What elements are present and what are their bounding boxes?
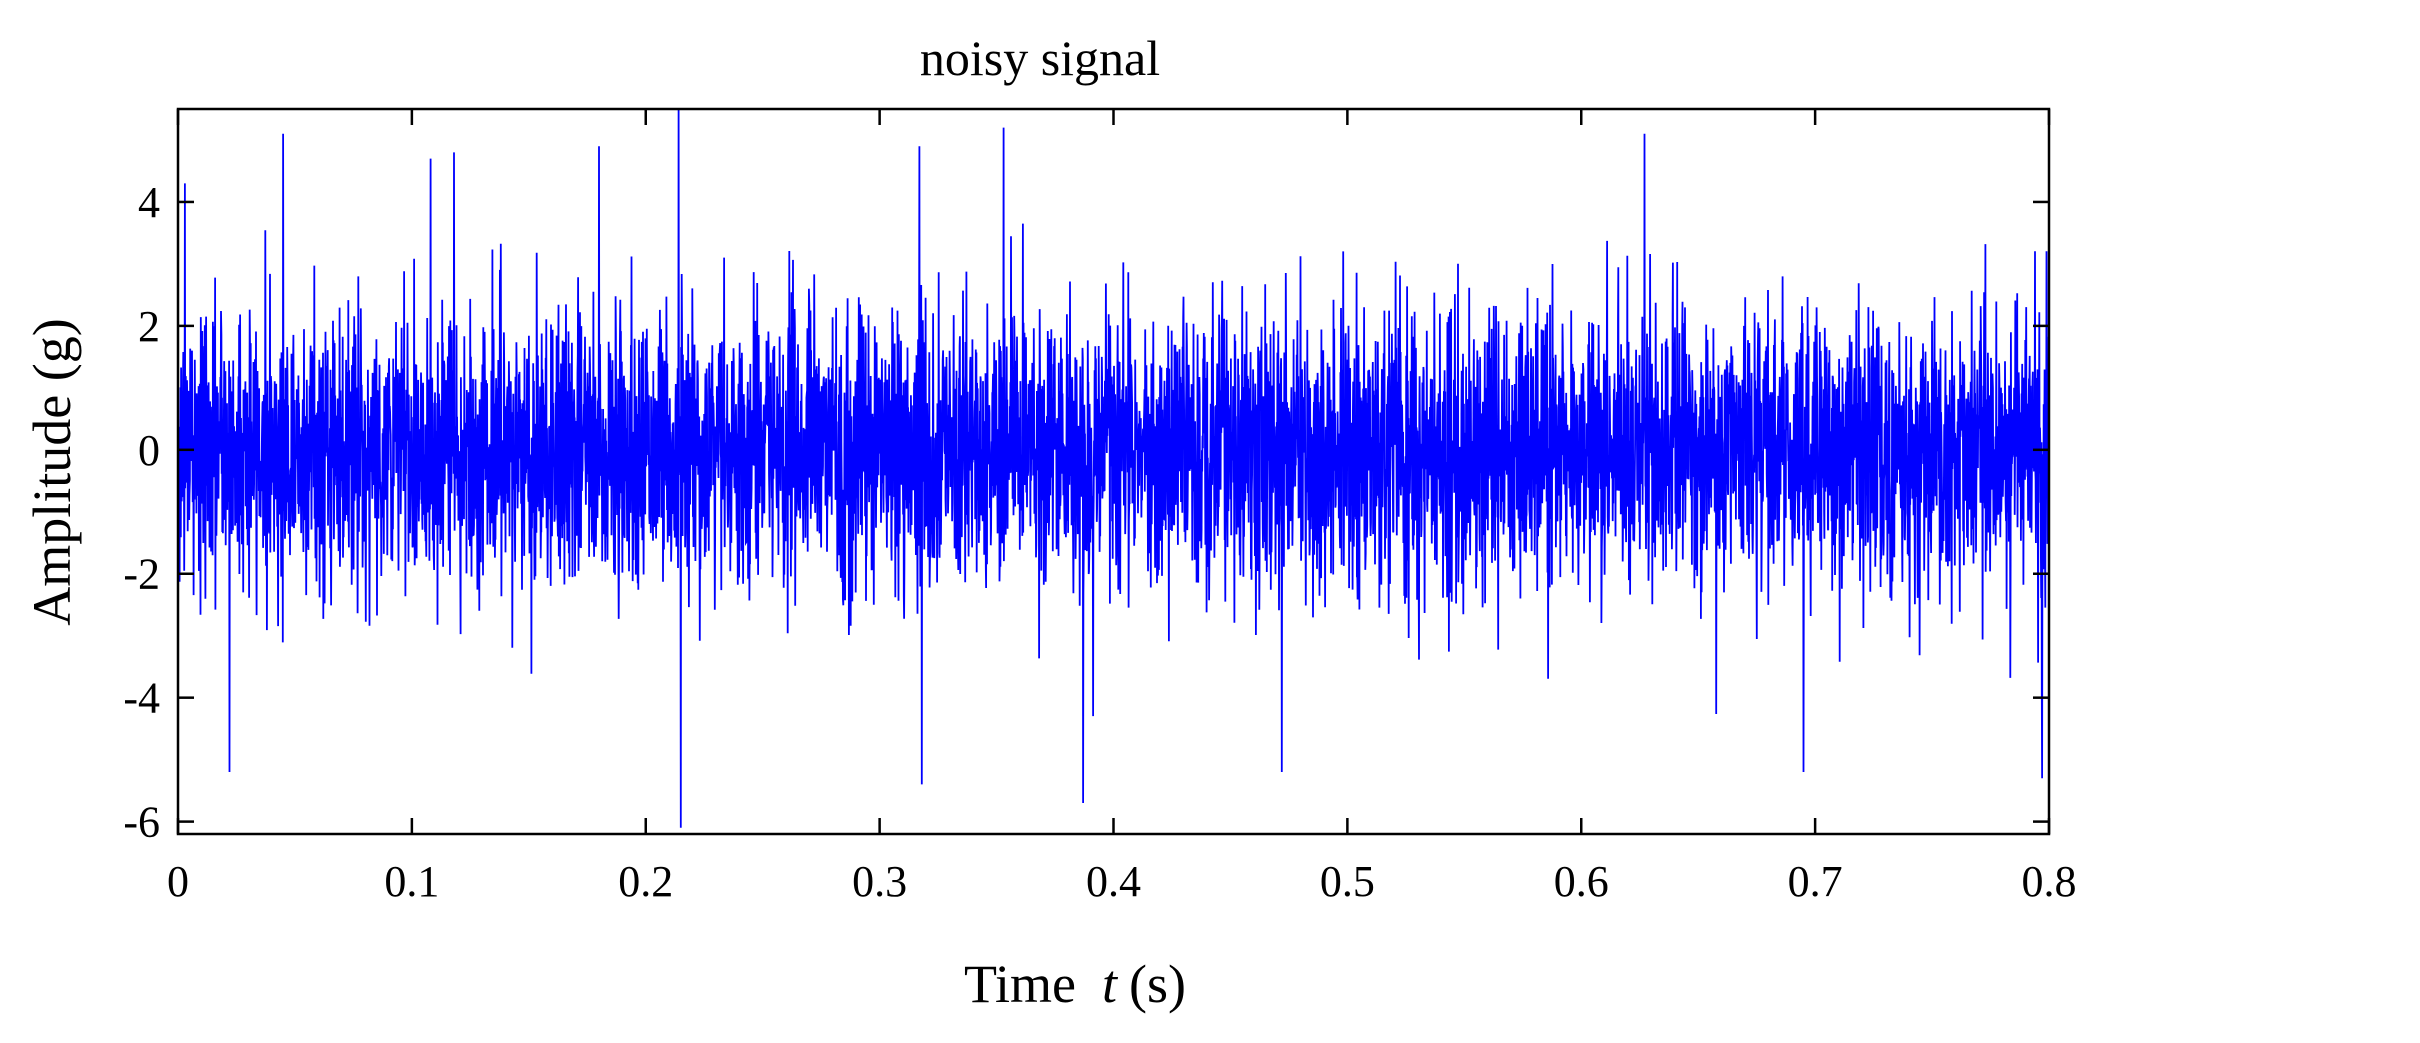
signal-series-line [177, 108, 2050, 828]
x-tick-label: 0.8 [2022, 857, 2077, 906]
x-axis-label-unit: (s) [1129, 954, 1186, 1014]
y-axis-label: Amplitude (g) [22, 318, 82, 625]
x-axis-label: Time t (s) [964, 954, 1186, 1014]
x-tick-label: 0.3 [852, 857, 907, 906]
x-axis-label-var: t [1102, 954, 1119, 1014]
x-tick-label: 0.2 [618, 857, 673, 906]
plot-area [177, 108, 2050, 834]
y-tick-label: -4 [123, 674, 160, 723]
x-axis-label-main: Time [964, 954, 1076, 1014]
x-tick-label: 0.1 [384, 857, 439, 906]
y-tick-label: 0 [138, 426, 160, 475]
y-tick-label: 4 [138, 178, 160, 227]
y-tick-label: -6 [123, 798, 160, 847]
x-tick-label: 0.6 [1554, 857, 1609, 906]
y-tick-label: 2 [138, 302, 160, 351]
x-tick-label: 0 [167, 857, 189, 906]
y-tick-label: -2 [123, 550, 160, 599]
y-axis: 4 2 0 -2 -4 -6 [123, 178, 2049, 847]
x-tick-label: 0.5 [1320, 857, 1375, 906]
x-tick-label: 0.7 [1788, 857, 1843, 906]
chart-title: noisy signal [920, 30, 1160, 86]
x-axis: 0 0.1 0.2 0.3 0.4 0.5 0.6 0.7 0.8 [167, 109, 2077, 906]
x-tick-label: 0.4 [1086, 857, 1141, 906]
